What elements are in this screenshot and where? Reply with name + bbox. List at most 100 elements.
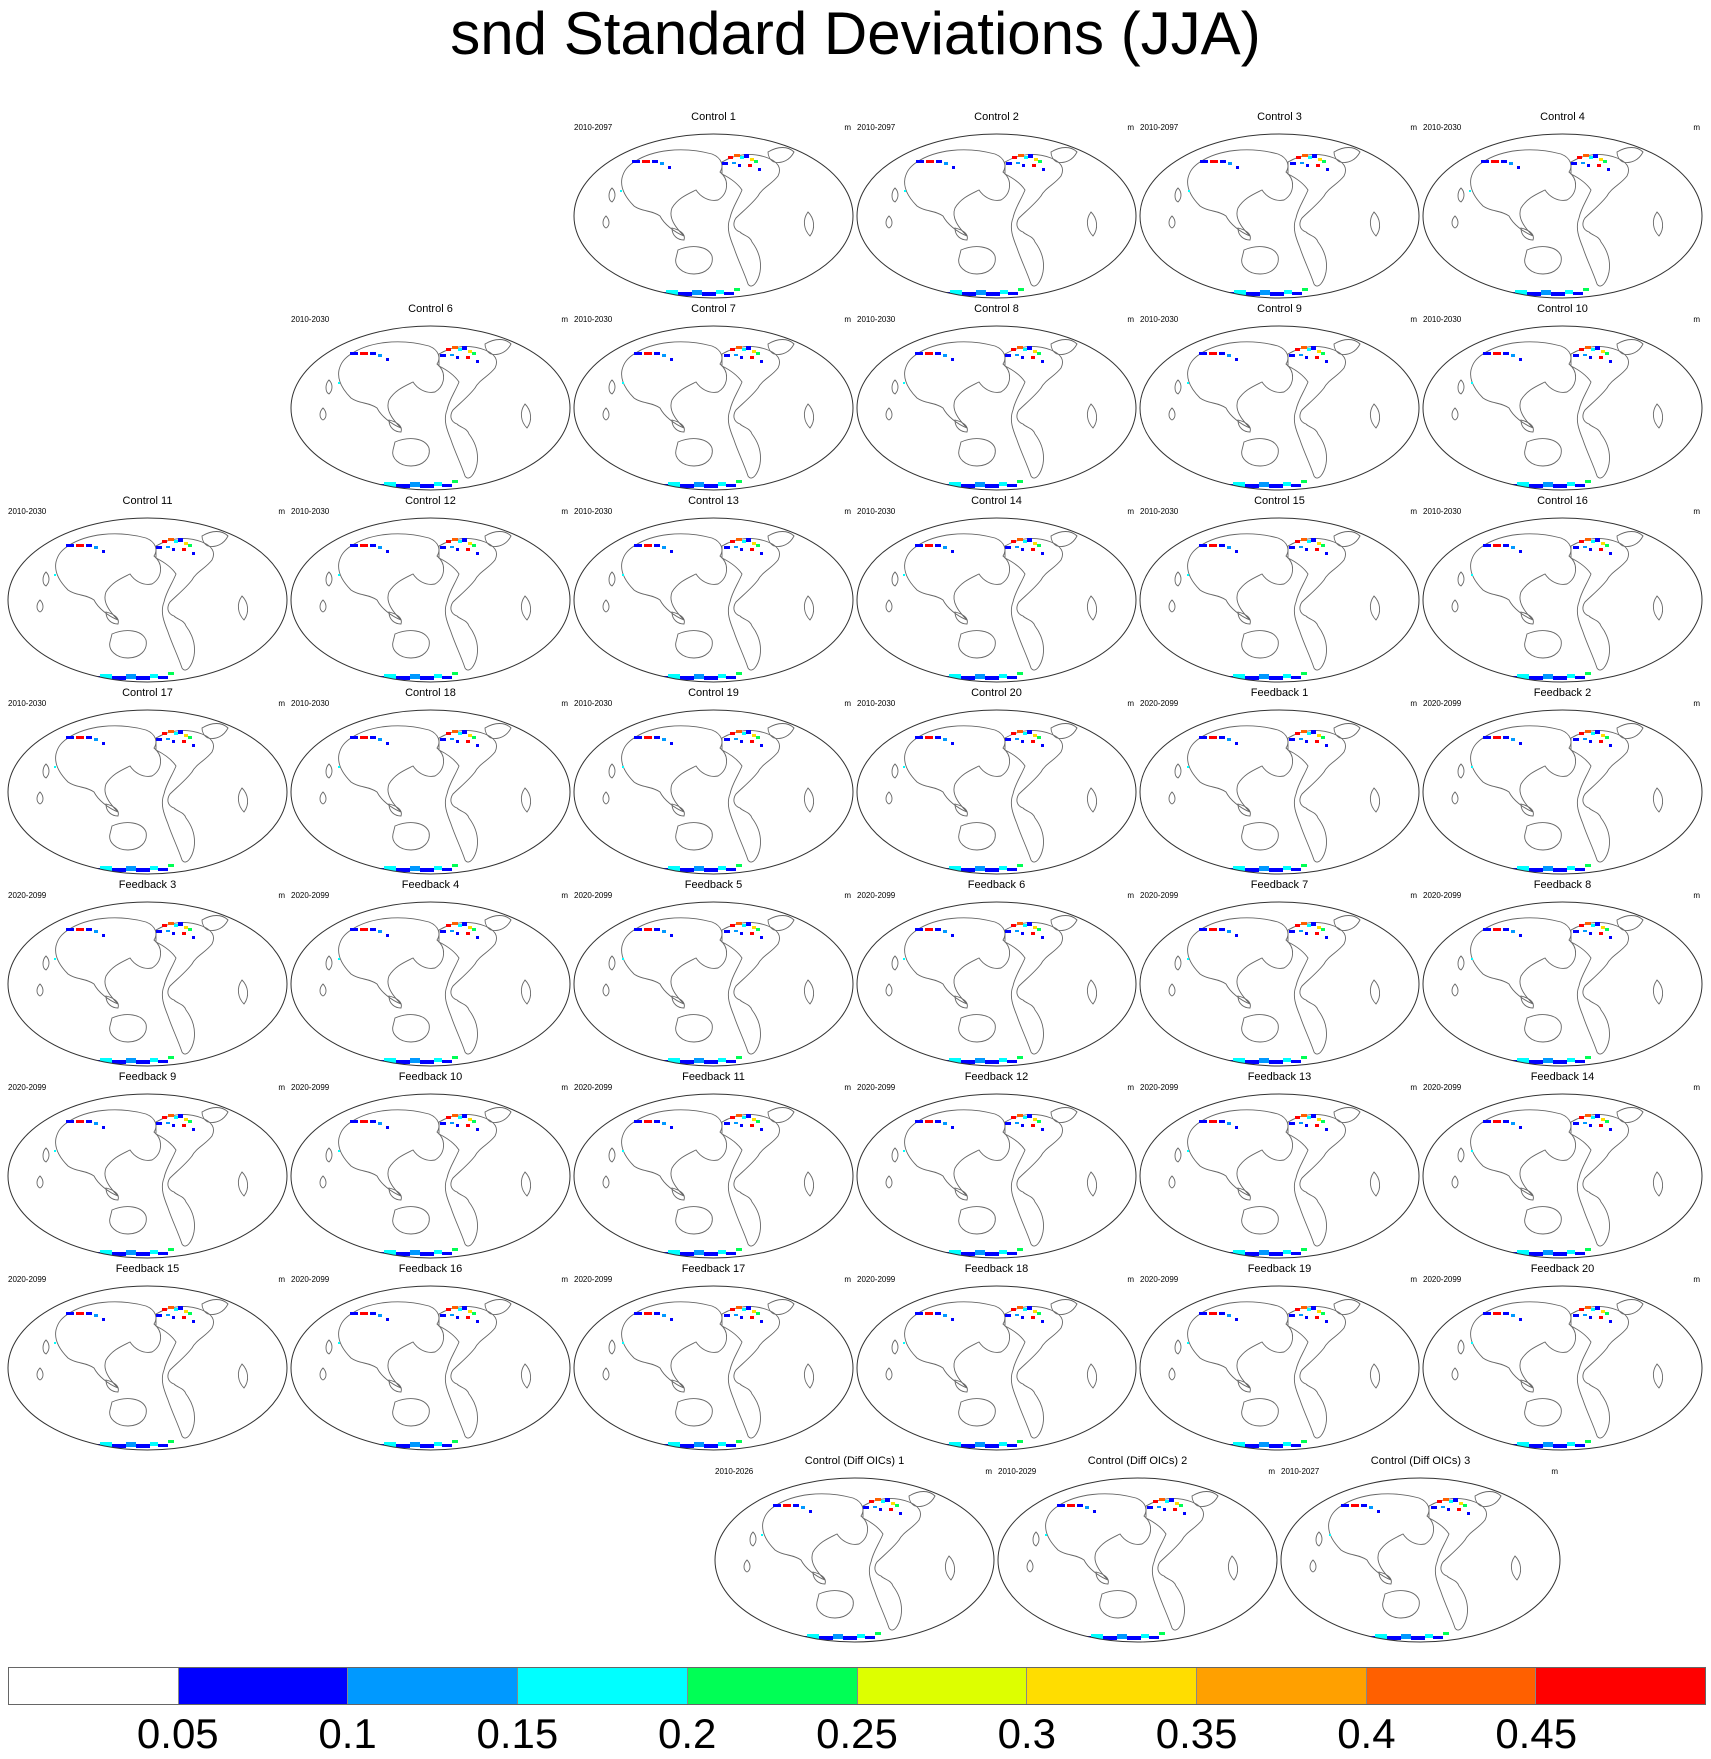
coastline bbox=[105, 1379, 119, 1393]
snow-depth-cell bbox=[1591, 1116, 1595, 1119]
coastline bbox=[392, 1398, 430, 1427]
snow-depth-cell bbox=[76, 1312, 84, 1315]
colorbar-box bbox=[1365, 1668, 1536, 1704]
coastline bbox=[602, 215, 610, 229]
snow-depth-cell bbox=[736, 1440, 742, 1443]
snow-depth-cell bbox=[1595, 1114, 1600, 1118]
snow-depth-cell bbox=[1299, 1314, 1303, 1316]
snow-depth-cell bbox=[1007, 1444, 1017, 1447]
snow-depth-cell bbox=[1315, 356, 1319, 359]
map-border bbox=[290, 517, 571, 683]
snow-depth-cell bbox=[420, 676, 434, 680]
snow-depth-cell bbox=[1517, 1058, 1529, 1063]
map-panel: Feedback 5 2020-2099 m bbox=[572, 878, 855, 1068]
map-border bbox=[1139, 325, 1420, 491]
snow-depth-cell bbox=[442, 1444, 452, 1447]
snow-depth-cell bbox=[1553, 1060, 1567, 1064]
snow-depth-cell bbox=[86, 544, 92, 547]
snow-depth-cell bbox=[951, 550, 954, 553]
map-panel: Feedback 2 2020-2099 m bbox=[1421, 686, 1704, 876]
snow-depth-cell bbox=[370, 544, 376, 547]
snow-depth-cell bbox=[985, 676, 999, 680]
coastline bbox=[1050, 915, 1078, 931]
snow-depth-cell bbox=[54, 958, 56, 960]
panel-units: m bbox=[1693, 699, 1700, 708]
snow-depth-cell bbox=[100, 1058, 112, 1063]
snow-depth-cell bbox=[1605, 352, 1609, 355]
snow-depth-cell bbox=[66, 544, 74, 547]
panel-units: m bbox=[1268, 1467, 1275, 1476]
snow-depth-cell bbox=[1011, 540, 1016, 543]
snow-depth-cell bbox=[716, 290, 724, 294]
snow-depth-cell bbox=[1575, 868, 1585, 871]
snow-depth-cell bbox=[1017, 1248, 1023, 1251]
snow-depth-cell bbox=[634, 352, 642, 355]
panel-title: Feedback 18 bbox=[964, 1263, 1029, 1275]
coastline bbox=[1451, 1367, 1459, 1381]
coastline bbox=[608, 187, 616, 203]
snow-depth-cell bbox=[1517, 1250, 1529, 1255]
coastline bbox=[55, 1301, 161, 1389]
snow-depth-cell bbox=[758, 168, 761, 171]
snow-depth-cell bbox=[662, 354, 666, 357]
coastline bbox=[1086, 595, 1098, 621]
snow-depth-cell bbox=[1369, 1506, 1373, 1509]
snow-depth-cell bbox=[440, 1122, 446, 1125]
panel-period: 2010-2030 bbox=[574, 315, 613, 324]
panel-period: 2010-2030 bbox=[1423, 315, 1462, 324]
snow-depth-cell bbox=[338, 766, 340, 768]
coastline bbox=[1050, 723, 1078, 739]
snow-depth-cell bbox=[1579, 924, 1584, 927]
snow-depth-cell bbox=[1489, 1442, 1501, 1447]
snow-depth-cell bbox=[668, 1250, 680, 1255]
snow-depth-cell bbox=[730, 732, 735, 735]
map-border bbox=[290, 901, 571, 1067]
map-border bbox=[1280, 1477, 1561, 1643]
snow-depth-cell bbox=[370, 736, 376, 739]
snow-depth-cell bbox=[903, 1150, 905, 1152]
snow-depth-cell bbox=[468, 734, 472, 737]
coastline bbox=[438, 346, 497, 479]
snow-depth-cell bbox=[1011, 732, 1016, 735]
snow-depth-cell bbox=[1017, 346, 1023, 349]
panel-period: 2020-2099 bbox=[1423, 1275, 1462, 1284]
snow-depth-cell bbox=[342, 676, 356, 680]
world-map bbox=[290, 901, 571, 1067]
coastline bbox=[109, 1206, 147, 1235]
coastline bbox=[958, 822, 996, 851]
snow-depth-cell bbox=[166, 738, 170, 740]
world-map bbox=[573, 1285, 854, 1451]
map-border bbox=[1139, 709, 1420, 875]
snow-depth-cell bbox=[736, 1306, 742, 1309]
snow-depth-cell bbox=[1037, 1120, 1041, 1123]
snow-depth-cell bbox=[1467, 1512, 1470, 1515]
snow-depth-cell bbox=[1169, 1498, 1174, 1502]
coastline bbox=[1050, 1299, 1078, 1315]
snow-depth-cell bbox=[1317, 350, 1321, 353]
snow-depth-cell bbox=[1411, 1636, 1425, 1640]
snow-depth-cell bbox=[1269, 484, 1283, 488]
snow-depth-cell bbox=[1037, 928, 1041, 931]
snow-depth-cell bbox=[1317, 926, 1321, 929]
snow-depth-cell bbox=[1599, 740, 1603, 743]
snow-depth-cell bbox=[1553, 676, 1567, 680]
snow-depth-cell bbox=[1034, 158, 1038, 161]
snow-depth-cell bbox=[833, 1634, 843, 1639]
snow-depth-cell bbox=[458, 732, 462, 735]
snow-depth-cell bbox=[949, 674, 961, 679]
map-border bbox=[573, 901, 854, 1067]
snow-depth-cell bbox=[750, 740, 754, 743]
snow-depth-cell bbox=[1493, 1312, 1501, 1315]
snow-depth-cell bbox=[350, 544, 358, 547]
snow-depth-cell bbox=[1032, 164, 1036, 167]
snow-depth-cell bbox=[342, 484, 356, 488]
snow-depth-cell bbox=[756, 736, 760, 739]
colorbar-label: 0.1 bbox=[318, 1710, 377, 1757]
panel-period: 2020-2099 bbox=[857, 1275, 896, 1284]
snow-depth-cell bbox=[1027, 922, 1032, 926]
panel-title: Feedback 13 bbox=[1247, 1071, 1312, 1083]
snow-depth-cell bbox=[1017, 864, 1023, 867]
snow-depth-cell bbox=[1301, 346, 1307, 349]
panel-period: 2010-2030 bbox=[857, 507, 896, 516]
snow-depth-cell bbox=[1199, 1120, 1207, 1123]
